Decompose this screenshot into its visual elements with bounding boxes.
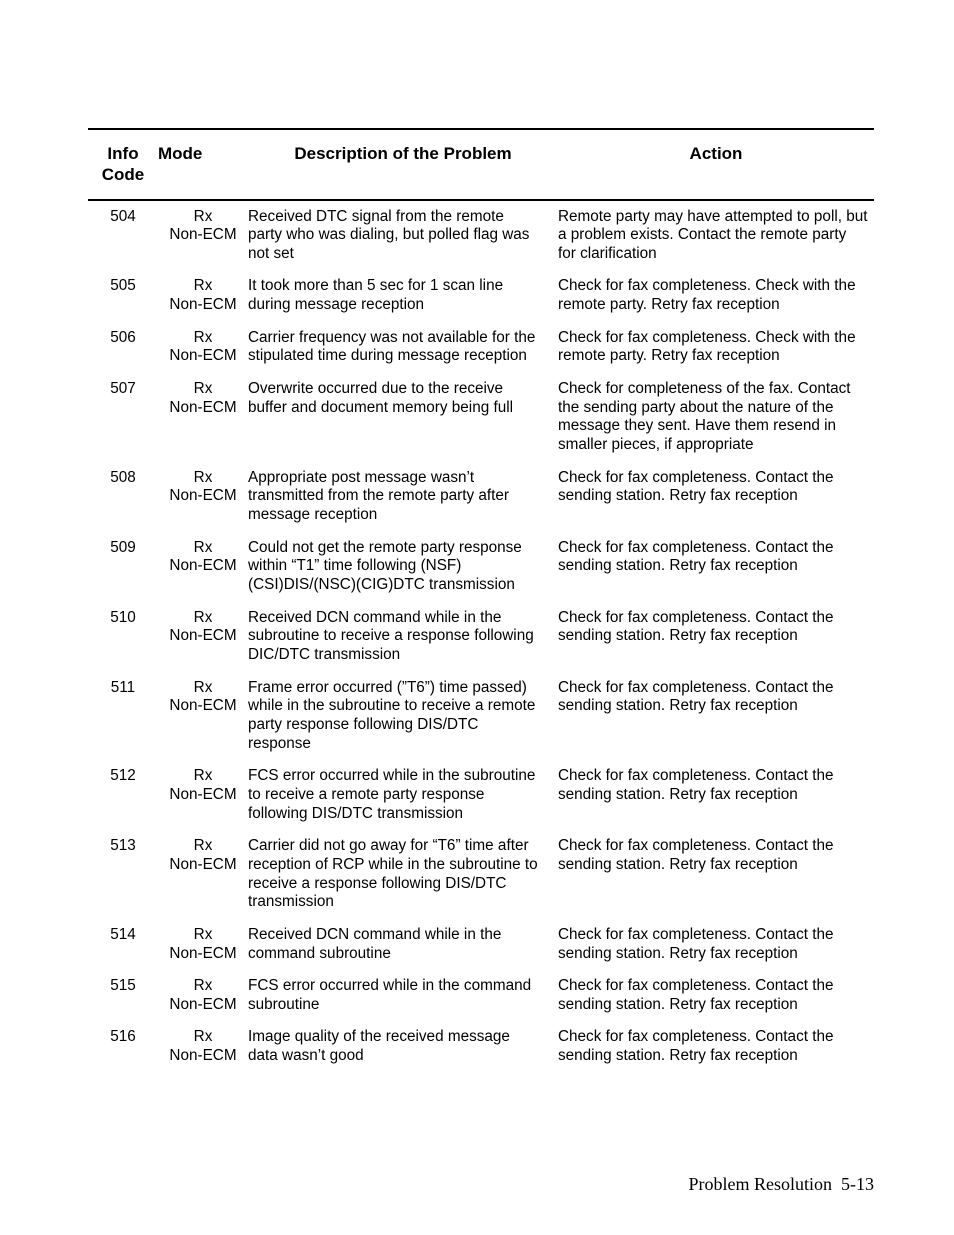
- page-content: InfoCode Mode Description of the Problem…: [0, 0, 954, 1073]
- cell-mode: RxNon-ECM: [158, 970, 248, 1021]
- cell-code: 507: [88, 373, 158, 462]
- table-row: 516RxNon-ECMImage quality of the receive…: [88, 1021, 874, 1072]
- cell-action: Check for fax completeness. Contact the …: [558, 532, 874, 602]
- cell-description: Received DTC signal from the remote part…: [248, 200, 558, 271]
- cell-mode: RxNon-ECM: [158, 373, 248, 462]
- table-row: 509RxNon-ECMCould not get the remote par…: [88, 532, 874, 602]
- table-row: 512RxNon-ECMFCS error occurred while in …: [88, 760, 874, 830]
- cell-action: Check for fax completeness. Check with t…: [558, 322, 874, 373]
- cell-mode: RxNon-ECM: [158, 270, 248, 321]
- cell-code: 506: [88, 322, 158, 373]
- cell-code: 509: [88, 532, 158, 602]
- cell-description: Carrier did not go away for “T6” time af…: [248, 830, 558, 919]
- header-mode: Mode: [158, 129, 248, 200]
- header-action: Action: [558, 129, 874, 200]
- table-row: 510RxNon-ECMReceived DCN command while i…: [88, 602, 874, 672]
- cell-code: 510: [88, 602, 158, 672]
- cell-description: Received DCN command while in the subrou…: [248, 602, 558, 672]
- cell-action: Check for fax completeness. Contact the …: [558, 602, 874, 672]
- cell-description: Carrier frequency was not available for …: [248, 322, 558, 373]
- cell-mode: RxNon-ECM: [158, 532, 248, 602]
- table-row: 515RxNon-ECMFCS error occurred while in …: [88, 970, 874, 1021]
- cell-mode: RxNon-ECM: [158, 830, 248, 919]
- cell-mode: RxNon-ECM: [158, 322, 248, 373]
- cell-action: Check for fax completeness. Contact the …: [558, 1021, 874, 1072]
- cell-mode: RxNon-ECM: [158, 462, 248, 532]
- cell-action: Check for fax completeness. Contact the …: [558, 672, 874, 761]
- table-row: 504RxNon-ECMReceived DTC signal from the…: [88, 200, 874, 271]
- cell-description: FCS error occurred while in the command …: [248, 970, 558, 1021]
- table-row: 507RxNon-ECMOverwrite occurred due to th…: [88, 373, 874, 462]
- cell-mode: RxNon-ECM: [158, 602, 248, 672]
- cell-code: 513: [88, 830, 158, 919]
- cell-mode: RxNon-ECM: [158, 200, 248, 271]
- cell-description: Image quality of the received message da…: [248, 1021, 558, 1072]
- cell-action: Check for completeness of the fax. Conta…: [558, 373, 874, 462]
- cell-code: 514: [88, 919, 158, 970]
- footer-section: Problem Resolution: [689, 1174, 833, 1194]
- cell-action: Check for fax completeness. Contact the …: [558, 970, 874, 1021]
- cell-code: 508: [88, 462, 158, 532]
- cell-mode: RxNon-ECM: [158, 1021, 248, 1072]
- table-row: 511RxNon-ECMFrame error occurred (”T6”) …: [88, 672, 874, 761]
- cell-code: 504: [88, 200, 158, 271]
- table-row: 505RxNon-ECMIt took more than 5 sec for …: [88, 270, 874, 321]
- cell-description: Could not get the remote party response …: [248, 532, 558, 602]
- footer-page-number: 5-13: [841, 1174, 874, 1194]
- cell-action: Check for fax completeness. Check with t…: [558, 270, 874, 321]
- header-info-code: InfoCode: [88, 129, 158, 200]
- cell-description: Overwrite occurred due to the receive bu…: [248, 373, 558, 462]
- cell-action: Remote party may have attempted to poll,…: [558, 200, 874, 271]
- cell-description: FCS error occurred while in the subrouti…: [248, 760, 558, 830]
- header-description: Description of the Problem: [248, 129, 558, 200]
- page-footer: Problem Resolution 5-13: [689, 1174, 875, 1195]
- cell-action: Check for fax completeness. Contact the …: [558, 919, 874, 970]
- table-row: 506RxNon-ECMCarrier frequency was not av…: [88, 322, 874, 373]
- table-row: 508RxNon-ECMAppropriate post message was…: [88, 462, 874, 532]
- cell-action: Check for fax completeness. Contact the …: [558, 760, 874, 830]
- cell-code: 505: [88, 270, 158, 321]
- cell-code: 515: [88, 970, 158, 1021]
- table-row: 513RxNon-ECMCarrier did not go away for …: [88, 830, 874, 919]
- cell-action: Check for fax completeness. Contact the …: [558, 462, 874, 532]
- table-body: 504RxNon-ECMReceived DTC signal from the…: [88, 200, 874, 1073]
- cell-description: Frame error occurred (”T6”) time passed)…: [248, 672, 558, 761]
- cell-description: It took more than 5 sec for 1 scan line …: [248, 270, 558, 321]
- cell-code: 511: [88, 672, 158, 761]
- cell-mode: RxNon-ECM: [158, 672, 248, 761]
- cell-action: Check for fax completeness. Contact the …: [558, 830, 874, 919]
- table-row: 514RxNon-ECMReceived DCN command while i…: [88, 919, 874, 970]
- cell-code: 512: [88, 760, 158, 830]
- info-code-table: InfoCode Mode Description of the Problem…: [88, 128, 874, 1073]
- cell-mode: RxNon-ECM: [158, 919, 248, 970]
- cell-description: Received DCN command while in the comman…: [248, 919, 558, 970]
- cell-code: 516: [88, 1021, 158, 1072]
- cell-description: Appropriate post message wasn’t transmit…: [248, 462, 558, 532]
- cell-mode: RxNon-ECM: [158, 760, 248, 830]
- table-header-row: InfoCode Mode Description of the Problem…: [88, 129, 874, 200]
